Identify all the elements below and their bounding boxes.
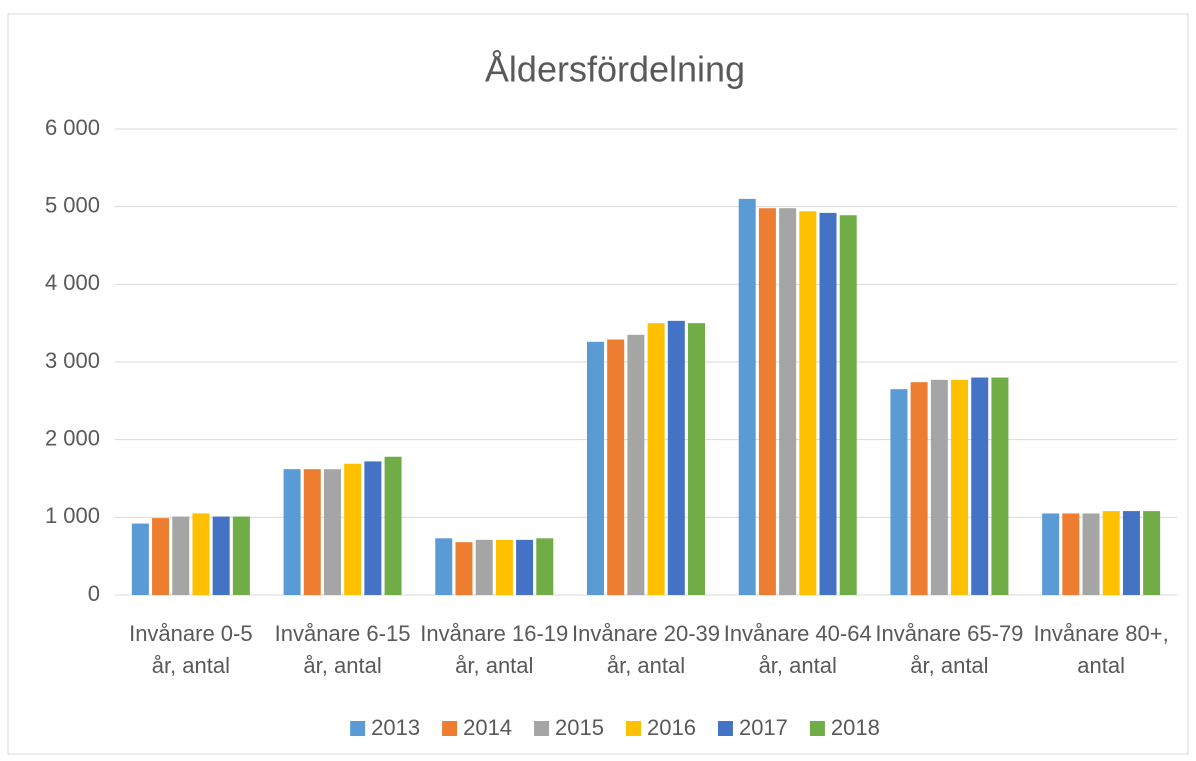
bar bbox=[1042, 513, 1060, 595]
legend-label: 2018 bbox=[831, 715, 880, 740]
bar bbox=[910, 382, 928, 595]
bar bbox=[1122, 511, 1140, 595]
bar bbox=[455, 542, 473, 595]
x-tick-label: Invånare 80+, antal bbox=[1033, 621, 1169, 678]
bar bbox=[667, 320, 685, 595]
bar bbox=[303, 469, 321, 595]
bar bbox=[1143, 511, 1161, 595]
bar bbox=[819, 212, 837, 595]
bar bbox=[283, 469, 301, 595]
bar bbox=[951, 379, 969, 595]
bar bbox=[738, 198, 756, 595]
bar bbox=[344, 463, 362, 595]
legend-label: 2016 bbox=[647, 715, 696, 740]
x-tick-label: Invånare 20-39 år, antal bbox=[572, 621, 720, 678]
bar bbox=[495, 539, 513, 595]
x-tick-label: Invånare 16-19 år, antal bbox=[420, 621, 569, 678]
bar bbox=[364, 461, 382, 595]
legend-label: 2017 bbox=[739, 715, 788, 740]
bar bbox=[323, 469, 341, 595]
bar bbox=[587, 341, 604, 595]
bar bbox=[536, 538, 554, 595]
y-tick-label: 3 000 bbox=[45, 348, 100, 373]
y-tick-label: 6 000 bbox=[45, 115, 100, 140]
bar bbox=[839, 215, 857, 595]
legend-swatch bbox=[350, 721, 366, 736]
bar bbox=[192, 513, 210, 595]
bar bbox=[799, 211, 817, 595]
chart-title: Åldersfördelning bbox=[485, 49, 745, 90]
y-tick-label: 4 000 bbox=[45, 270, 100, 295]
x-tick-label: Invånare 6-15 år, antal bbox=[274, 621, 411, 678]
bar bbox=[1062, 513, 1080, 595]
bar bbox=[1082, 513, 1100, 595]
bar bbox=[384, 456, 402, 595]
y-tick-label: 1 000 bbox=[45, 503, 100, 528]
bar bbox=[991, 377, 1009, 595]
bar bbox=[688, 323, 705, 595]
bar bbox=[212, 516, 230, 595]
legend-swatch bbox=[626, 721, 641, 736]
bar bbox=[607, 339, 625, 595]
bar bbox=[131, 523, 149, 595]
bar bbox=[758, 208, 776, 595]
bar bbox=[152, 518, 170, 595]
bar bbox=[232, 516, 250, 595]
bar bbox=[779, 208, 797, 595]
legend-swatch bbox=[442, 721, 458, 736]
bar bbox=[890, 389, 908, 595]
bar bbox=[475, 539, 493, 595]
bar bbox=[172, 516, 190, 595]
bar bbox=[627, 334, 645, 595]
legend-label: 2013 bbox=[371, 715, 420, 740]
legend-swatch bbox=[534, 721, 550, 736]
bar bbox=[1102, 511, 1120, 595]
legend-label: 2015 bbox=[555, 715, 604, 740]
x-tick-label: Invånare 40-64 år, antal bbox=[723, 621, 872, 678]
x-tick-label: Invånare 0-5 år, antal bbox=[129, 621, 253, 678]
bar bbox=[647, 323, 665, 595]
legend-swatch bbox=[717, 721, 733, 736]
bar bbox=[971, 377, 989, 595]
x-tick-label: Invånare 65-79 år, antal bbox=[875, 621, 1024, 678]
bar bbox=[516, 539, 534, 595]
bar bbox=[930, 379, 948, 595]
legend-label: 2014 bbox=[463, 715, 512, 740]
y-tick-label: 2 000 bbox=[45, 425, 100, 450]
y-tick-label: 5 000 bbox=[45, 192, 100, 217]
bar bbox=[435, 538, 453, 595]
y-tick-label: 0 bbox=[88, 581, 100, 606]
legend-swatch bbox=[809, 721, 825, 736]
